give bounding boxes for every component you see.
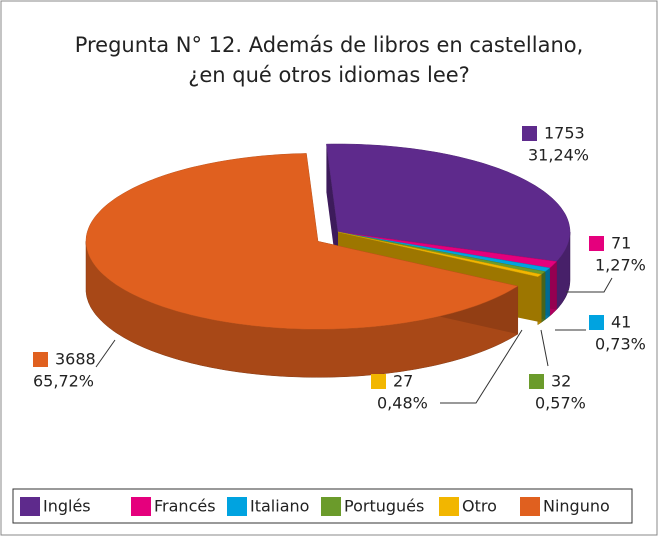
legend-label: Portugués — [344, 497, 424, 516]
legend-label: Inglés — [43, 497, 91, 516]
legend-box — [12, 488, 633, 524]
slice — [337, 231, 542, 277]
legend-swatch — [131, 497, 151, 516]
legend-swatch — [227, 497, 247, 516]
data-label: 1753 — [544, 124, 585, 143]
data-label: 31,24% — [528, 146, 589, 165]
data-label: 32 — [551, 372, 571, 391]
legend-label: Ninguno — [543, 497, 610, 516]
legend-swatch — [439, 497, 459, 516]
leader-line — [440, 329, 523, 404]
leader-line — [540, 329, 549, 367]
slice — [85, 153, 519, 330]
label-swatch — [522, 126, 537, 141]
legend-swatch — [520, 497, 540, 516]
label-swatch — [589, 236, 604, 251]
chart-title: ¿en qué otros idiomas lee? — [188, 63, 470, 87]
label-swatch — [529, 374, 544, 389]
label-swatch — [371, 374, 386, 389]
data-label: 0,73% — [595, 335, 646, 354]
label-swatch — [589, 315, 604, 330]
data-label: 3688 — [55, 350, 96, 369]
legend-swatch — [321, 497, 341, 516]
leader-line — [95, 339, 116, 368]
legend-swatch — [20, 497, 40, 516]
slice — [326, 143, 571, 262]
data-label: 0,57% — [535, 394, 586, 413]
legend-label: Francés — [154, 497, 216, 516]
label-swatch — [33, 352, 48, 367]
data-label: 65,72% — [33, 372, 94, 391]
data-label: 71 — [611, 234, 631, 253]
data-label: 27 — [393, 372, 413, 391]
data-label: 0,48% — [377, 394, 428, 413]
legend-label: Otro — [462, 497, 497, 516]
leader-line — [566, 277, 613, 293]
data-label: 41 — [611, 313, 631, 332]
chart-title: Pregunta N° 12. Además de libros en cast… — [75, 33, 584, 57]
legend-label: Italiano — [250, 497, 309, 516]
data-label: 1,27% — [595, 256, 646, 275]
